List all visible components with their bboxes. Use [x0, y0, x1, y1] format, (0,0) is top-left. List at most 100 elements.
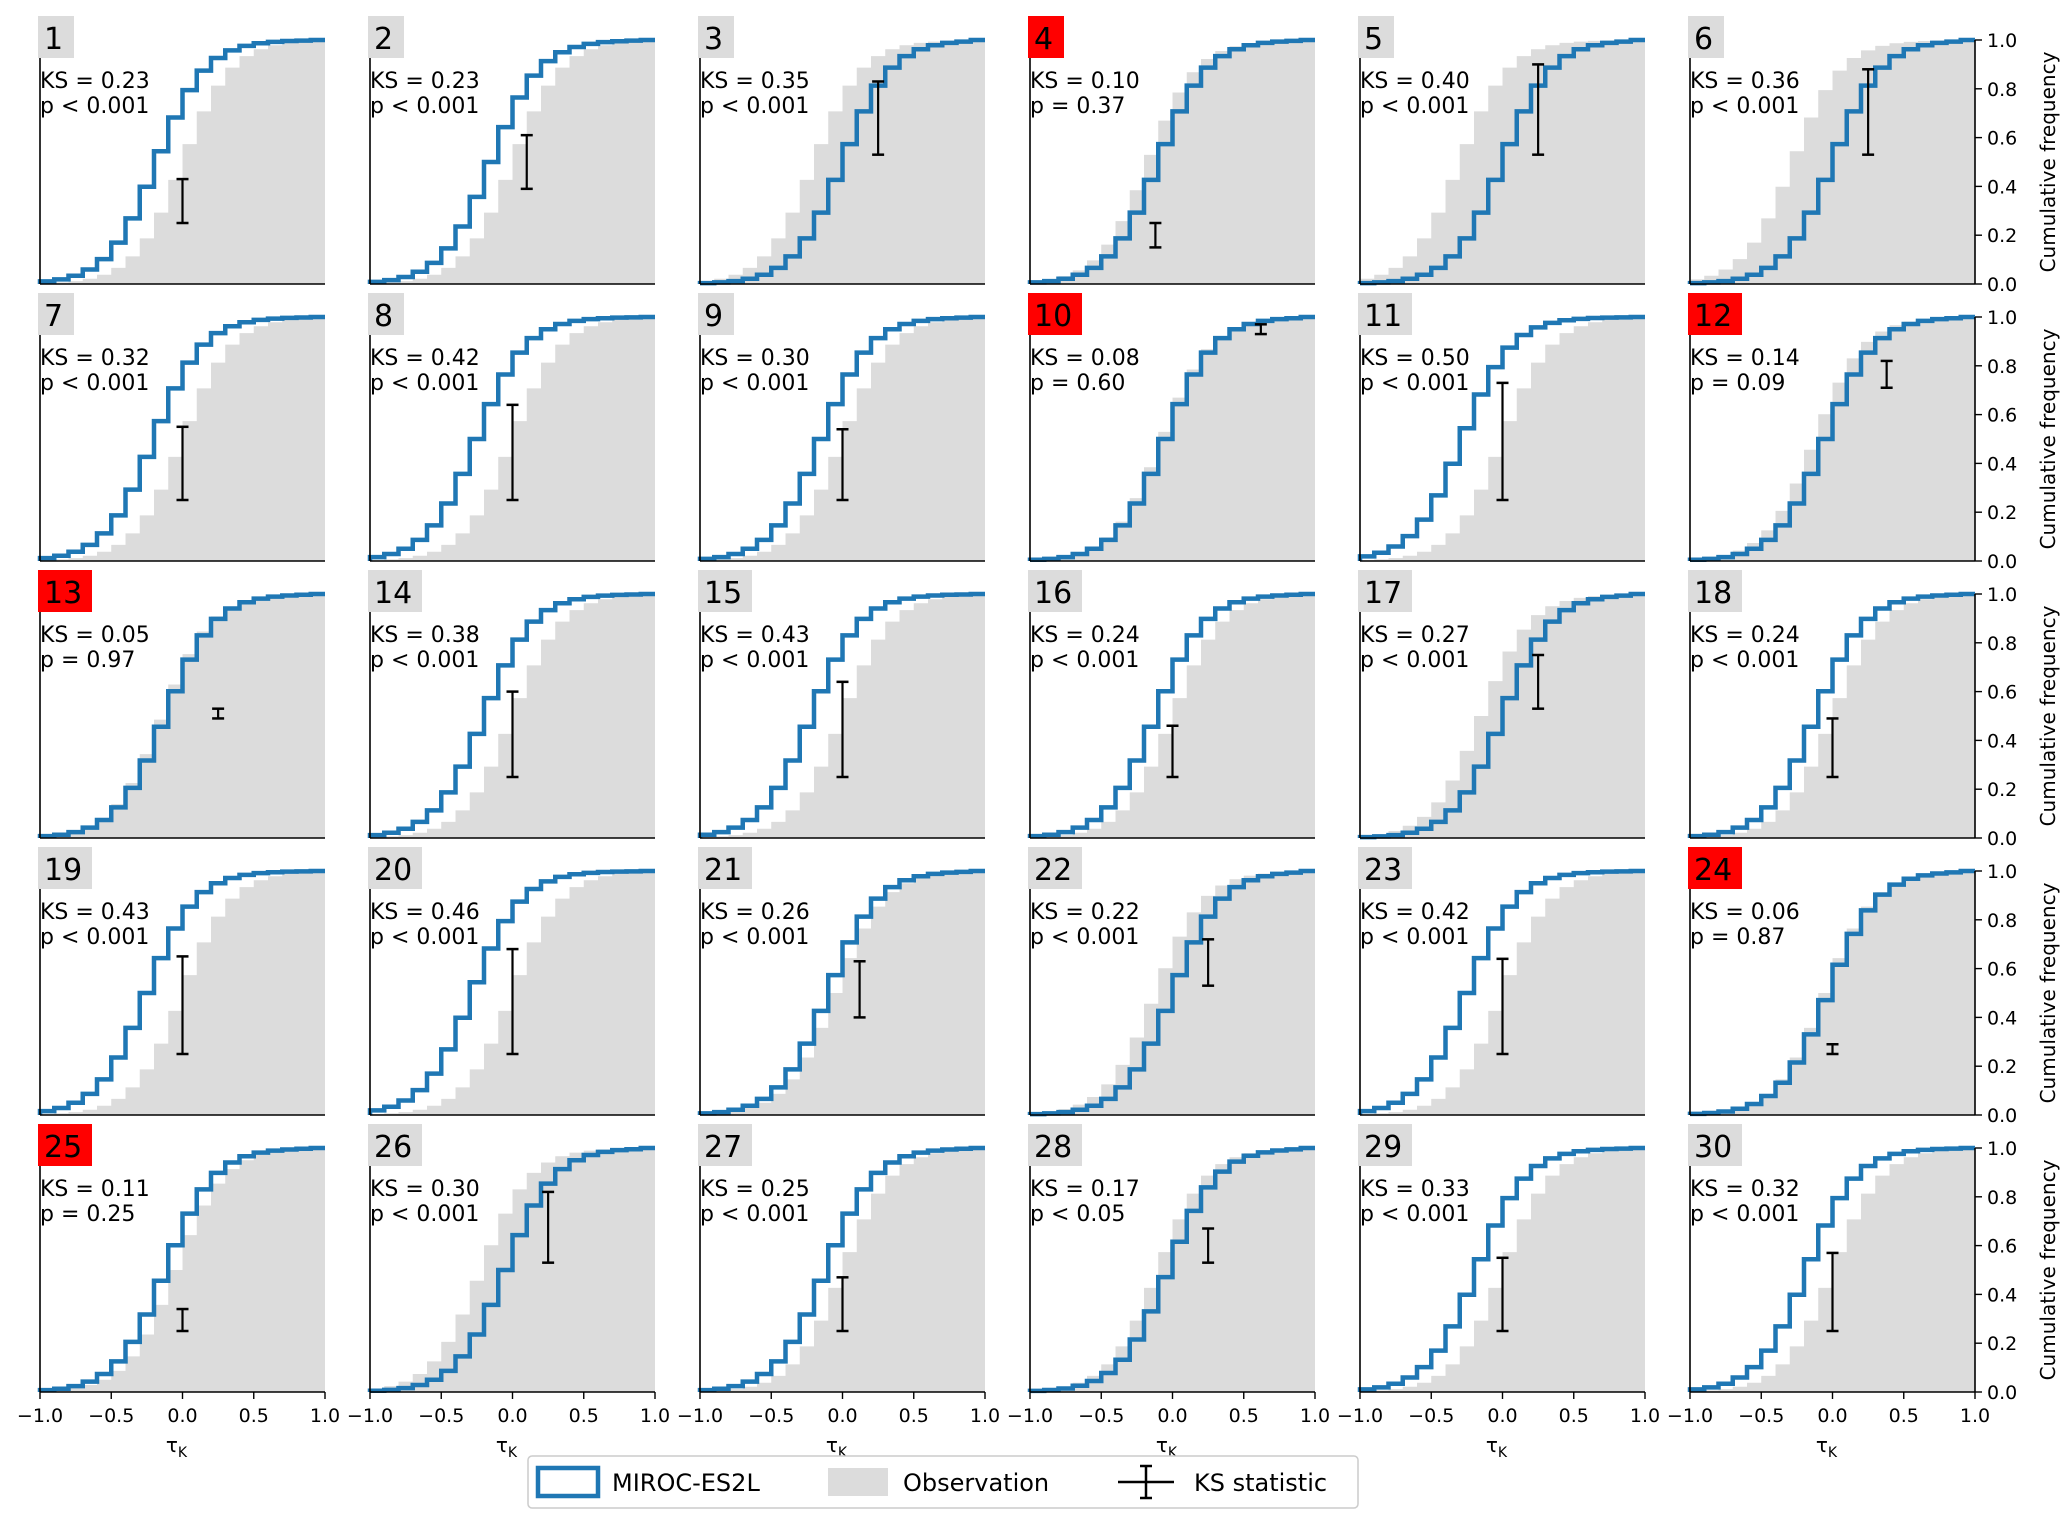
panel-number: 20: [374, 853, 412, 888]
x-axis-label-sub: K: [508, 1445, 518, 1461]
panel-number-box: [368, 1124, 422, 1166]
y-tick-label: 0.8: [1987, 633, 2017, 655]
model-step-line: [1357, 1145, 1645, 1392]
model-step-line: [1687, 591, 1975, 839]
model-step-line: [37, 591, 325, 839]
p-value-text: p = 0.37: [1030, 94, 1125, 119]
ks-value-text: KS = 0.33: [1360, 1177, 1470, 1202]
model-step-line: [367, 37, 655, 285]
panel-number: 27: [704, 1130, 742, 1165]
panel-28: 28 KS = 0.17p < 0.05 −1.0 −0.5 0.0 0.5 1.0 τK: [1007, 1124, 1330, 1461]
panel-12: 12 KS = 0.14p = 0.09 0.0 0.2 0.4 0.6 0.8 1.0 Cum…: [1687, 293, 2060, 573]
y-tick-label: 0.0: [1987, 1382, 2017, 1404]
observation-area: [40, 594, 325, 838]
y-tick-label: 0.6: [1987, 682, 2017, 704]
x-tick-label: −1.0: [1007, 1405, 1053, 1427]
p-value-text: p < 0.001: [1690, 94, 1799, 119]
x-tick-label: −0.5: [1078, 1405, 1124, 1427]
model-step-line: [1027, 1145, 1315, 1394]
p-value-text: p = 0.60: [1030, 371, 1125, 396]
panel-number-box: [368, 847, 422, 889]
p-value-text: p < 0.001: [700, 94, 809, 119]
model-step-line: [1357, 37, 1645, 286]
ks-value-text: KS = 0.10: [1030, 69, 1140, 94]
model-step-line: [697, 314, 985, 562]
x-tick-label: 0.5: [569, 1405, 599, 1427]
model-step-line: [37, 1145, 325, 1393]
legend-model-swatch: [535, 1465, 601, 1499]
x-axis-label: τK: [1486, 1433, 1508, 1461]
y-tick-label: 1.0: [1987, 30, 2017, 52]
y-tick-label: 0.8: [1987, 79, 2017, 101]
x-axis-label: τK: [1816, 1433, 1838, 1461]
x-axis-label: τK: [496, 1433, 518, 1461]
model-step-line: [1027, 314, 1315, 563]
y-tick-label: 0.4: [1987, 730, 2017, 752]
x-axis-label: τK: [826, 1433, 848, 1461]
panel-number: 3: [704, 22, 723, 57]
panel-number-box: [38, 570, 92, 612]
panel-14: 14 KS = 0.38p < 0.001: [367, 570, 655, 839]
x-tick-label: 0.0: [1817, 1405, 1847, 1427]
x-axis-label-main: τ: [496, 1433, 508, 1457]
y-tick-label: 0.4: [1987, 1007, 2017, 1029]
panel-16: 16 KS = 0.24p < 0.001: [1027, 570, 1315, 839]
panel-number-box: [38, 293, 74, 335]
panel-number: 21: [704, 853, 742, 888]
panel-number-box: [698, 16, 734, 58]
observation-area: [1030, 594, 1315, 838]
x-axis-label-main: τ: [1156, 1433, 1168, 1457]
legend-observation-swatch: [828, 1468, 888, 1496]
x-axis-label-main: τ: [1486, 1433, 1498, 1457]
model-step-line: [367, 314, 655, 561]
panel-1: 1 KS = 0.23p < 0.001: [37, 16, 325, 285]
y-axis-label: Cumulative frequency: [2036, 328, 2060, 549]
x-axis-label-sub: K: [838, 1445, 848, 1461]
panel-7: 7 KS = 0.32p < 0.001: [37, 293, 325, 562]
y-tick-label: 0.2: [1987, 225, 2017, 247]
ks-value-text: KS = 0.38: [370, 623, 480, 648]
panel-number: 26: [374, 1130, 412, 1165]
model-step-line: [697, 1145, 985, 1393]
y-tick-label: 0.6: [1987, 405, 2017, 427]
panel-number-box: [1358, 16, 1394, 58]
x-axis-label: τK: [166, 1433, 188, 1461]
ks-value-text: KS = 0.30: [370, 1177, 480, 1202]
model-step-line: [1687, 868, 1975, 1117]
y-tick-label: 0.2: [1987, 1056, 2017, 1078]
y-tick-label: 0.4: [1987, 176, 2017, 198]
panel-number: 30: [1694, 1130, 1732, 1165]
x-tick-label: −0.5: [748, 1405, 794, 1427]
model-step-line: [1687, 37, 1975, 286]
ks-value-text: KS = 0.26: [700, 900, 810, 925]
panel-number: 7: [44, 299, 63, 334]
legend-ks-label: KS statistic: [1194, 1469, 1327, 1497]
ks-value-text: KS = 0.30: [700, 346, 810, 371]
panel-22: 22 KS = 0.22p < 0.001: [1027, 847, 1315, 1117]
x-axis-label-sub: K: [178, 1445, 188, 1461]
x-tick-label: 1.0: [970, 1405, 1000, 1427]
x-tick-label: 0.5: [1889, 1405, 1919, 1427]
y-tick-label: 0.0: [1987, 551, 2017, 573]
legend-model-label: MIROC-ES2L: [612, 1469, 760, 1497]
panel-number-box: [1358, 293, 1412, 335]
y-tick-label: 0.2: [1987, 779, 2017, 801]
panel-4: 4 KS = 0.10p = 0.37: [1027, 16, 1315, 285]
panel-5: 5 KS = 0.40p < 0.001: [1357, 16, 1645, 286]
p-value-text: p = 0.97: [40, 648, 135, 673]
x-tick-label: 1.0: [1630, 1405, 1660, 1427]
p-value-text: p < 0.001: [40, 94, 149, 119]
observation-area: [370, 40, 655, 284]
panel-18: 18 KS = 0.24p < 0.001 0.0 0.2 0.4 0.6 0.8 1.0 Cu…: [1687, 570, 2060, 850]
p-value-text: p < 0.001: [700, 371, 809, 396]
p-value-text: p < 0.001: [1690, 648, 1799, 673]
legend-frame: [527, 1455, 1359, 1509]
ks-value-text: KS = 0.11: [40, 1177, 150, 1202]
p-value-text: p < 0.001: [370, 94, 479, 119]
y-axis-label: Cumulative frequency: [2036, 1159, 2060, 1380]
panel-number-box: [38, 1124, 92, 1166]
panel-number: 24: [1694, 853, 1732, 888]
p-value-text: p < 0.001: [370, 1202, 479, 1227]
observation-area: [1030, 40, 1315, 284]
